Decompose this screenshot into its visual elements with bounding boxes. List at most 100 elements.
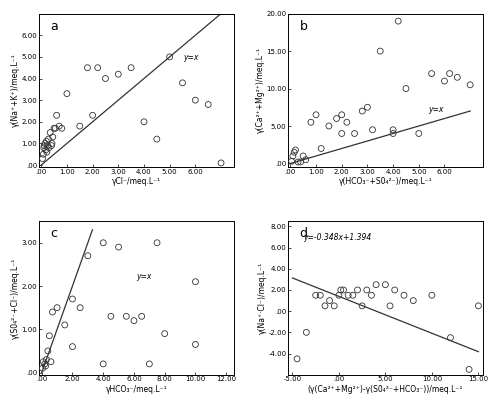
Point (349, 292, 357, 298)
Point (340, 287, 347, 293)
Y-axis label: γ(S0₄²⁻+Cl⁻)/meq.L⁻¹: γ(S0₄²⁻+Cl⁻)/meq.L⁻¹ (11, 257, 20, 339)
Point (389, 130, 397, 137)
Point (192, 279, 200, 285)
X-axis label: (γ(Ca²⁺+Mg²⁺)-γ(S0₄²⁻+HCO₃⁻))/meq.L⁻¹: (γ(Ca²⁺+Mg²⁺)-γ(S0₄²⁻+HCO₃⁻))/meq.L⁻¹ (308, 385, 463, 394)
Text: a: a (50, 20, 58, 33)
Point (394, 18, 402, 24)
Point (114, 244, 122, 250)
Point (466, 81, 474, 88)
Point (368, 126, 376, 133)
Point (114, 71, 122, 77)
Point (63, 90, 71, 97)
Point (288, 158, 296, 164)
Point (290, 149, 298, 156)
Point (153, 136, 161, 142)
Point (316, 292, 324, 298)
Point (364, 104, 372, 111)
Point (146, 361, 154, 367)
Point (289, 153, 297, 159)
Point (299, 153, 307, 159)
Point (350, 130, 358, 137)
Point (76, 305, 84, 311)
Point (122, 313, 130, 320)
X-axis label: γCl⁻/meq.L⁻¹: γCl⁻/meq.L⁻¹ (112, 177, 161, 186)
Point (402, 85, 410, 92)
Text: b: b (300, 20, 308, 33)
Text: y=x: y=x (428, 105, 444, 114)
Point (40, 142, 48, 149)
Text: y=x: y=x (136, 273, 152, 281)
Point (38, 156, 46, 162)
Point (192, 97, 200, 103)
Point (312, 111, 320, 118)
Point (52, 125, 60, 132)
Point (153, 239, 161, 246)
Point (343, 119, 351, 126)
Point (389, 126, 397, 133)
Point (48, 309, 56, 315)
Point (42, 138, 50, 145)
Point (166, 53, 173, 60)
Point (68, 343, 76, 350)
Point (43, 149, 51, 155)
Point (61, 322, 69, 328)
Text: y=-0.348x+1.394: y=-0.348x+1.394 (304, 232, 372, 241)
Point (48, 142, 56, 149)
Point (47, 358, 55, 365)
Point (312, 292, 320, 298)
Point (454, 74, 462, 81)
Point (40, 145, 48, 151)
Point (94, 64, 102, 71)
Point (102, 75, 110, 82)
X-axis label: γ(HCO₃⁻+S0₄²⁻)/meq.L⁻¹: γ(HCO₃⁻+S0₄²⁻)/meq.L⁻¹ (338, 177, 432, 186)
Point (415, 130, 423, 137)
Point (138, 313, 145, 320)
Point (68, 296, 76, 302)
Point (204, 101, 212, 108)
Point (48, 140, 56, 147)
Point (76, 123, 84, 129)
Point (335, 292, 343, 298)
Point (99, 361, 107, 367)
Point (42, 363, 50, 369)
Point (440, 78, 448, 84)
Point (41, 361, 49, 367)
Text: d: d (300, 227, 308, 240)
Point (428, 70, 436, 77)
Point (358, 303, 366, 309)
Point (317, 145, 325, 152)
Point (338, 130, 345, 137)
Point (332, 115, 340, 122)
Point (44, 347, 52, 354)
Y-axis label: γ(Na⁺+K⁺)/meq.L⁻¹: γ(Na⁺+K⁺)/meq.L⁻¹ (11, 53, 20, 127)
Point (45, 145, 53, 151)
Point (293, 356, 301, 362)
Point (344, 292, 352, 298)
Point (428, 292, 436, 298)
Point (446, 70, 454, 77)
Point (52, 112, 60, 119)
Point (49, 134, 57, 140)
Point (44, 142, 52, 149)
Point (372, 281, 380, 288)
Point (42, 356, 50, 363)
Point (358, 108, 366, 114)
Point (474, 303, 482, 309)
Text: c: c (50, 227, 58, 240)
Point (382, 281, 390, 288)
Point (302, 156, 310, 163)
Point (40, 151, 48, 158)
Point (338, 111, 345, 118)
Point (307, 119, 315, 126)
Point (50, 125, 58, 132)
Point (53, 305, 61, 311)
Point (217, 160, 225, 166)
Point (294, 159, 302, 165)
Point (296, 159, 304, 165)
Point (386, 303, 394, 309)
Y-axis label: γ(Ca²⁺+Mg²⁺)/meq.L⁻¹: γ(Ca²⁺+Mg²⁺)/meq.L⁻¹ (256, 47, 264, 133)
Point (337, 287, 345, 293)
Point (368, 292, 376, 298)
Point (302, 329, 310, 336)
Point (325, 123, 333, 129)
